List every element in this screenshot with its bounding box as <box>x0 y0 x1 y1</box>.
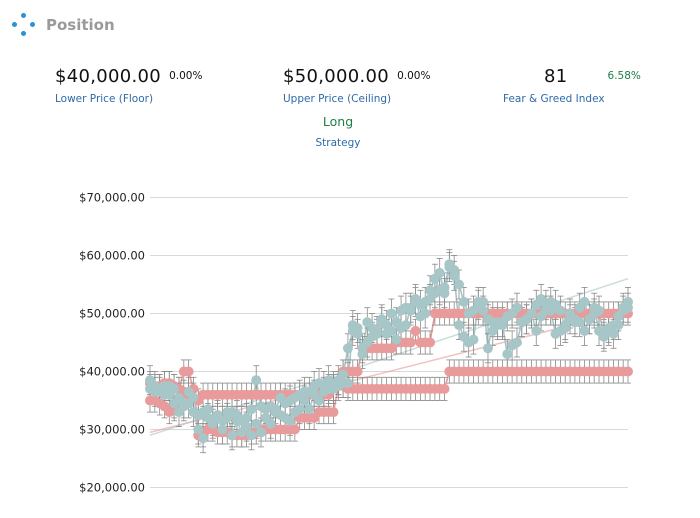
fear-greed-value: 81 <box>544 66 568 87</box>
data-point <box>478 296 489 307</box>
data-point <box>328 407 339 418</box>
data-point <box>497 320 508 331</box>
fear-greed-metric: 81 6.58% Fear & Greed Index <box>503 66 641 105</box>
data-point <box>415 299 426 310</box>
data-point <box>511 337 522 348</box>
data-point <box>400 320 411 331</box>
data-point <box>304 404 315 415</box>
data-point <box>482 343 493 354</box>
data-point <box>391 317 402 328</box>
strategy-block: Long Strategy <box>288 114 388 149</box>
y-tick-label: $40,000.00 <box>79 365 145 379</box>
data-point <box>420 308 431 319</box>
data-point <box>439 383 450 394</box>
data-point <box>574 317 585 328</box>
ceiling-price-label: Upper Price (Ceiling) <box>283 93 392 105</box>
data-point <box>386 308 397 319</box>
data-point <box>468 334 479 345</box>
data-point <box>381 320 392 331</box>
y-tick-label: $60,000.00 <box>79 249 145 263</box>
data-point <box>405 305 416 316</box>
data-point <box>405 337 416 348</box>
fear-greed-change: 6.58% <box>607 70 641 82</box>
data-point <box>246 404 257 415</box>
data-point <box>313 395 324 406</box>
data-point <box>555 305 566 316</box>
data-point <box>545 305 556 316</box>
y-tick-label: $20,000.00 <box>79 481 145 495</box>
data-point <box>193 424 204 435</box>
data-point <box>342 378 353 389</box>
floor-price-label: Lower Price (Floor) <box>55 93 154 105</box>
data-point <box>188 392 199 403</box>
data-point <box>511 302 522 313</box>
fear-greed-label: Fear & Greed Index <box>503 93 605 105</box>
data-point <box>352 323 363 333</box>
data-point <box>579 325 590 336</box>
four-dots-diamond-icon <box>12 13 36 37</box>
floor-price-change: 0.00% <box>169 70 203 82</box>
strategy-value: Long <box>322 114 354 129</box>
data-point <box>531 325 542 336</box>
data-point <box>183 366 194 377</box>
data-point <box>294 404 305 415</box>
data-point <box>449 270 460 281</box>
data-point <box>594 305 605 316</box>
data-point <box>526 308 537 319</box>
data-point <box>246 430 257 441</box>
data-point <box>454 320 465 331</box>
data-point <box>560 320 571 331</box>
ceiling-metric: $50,000.00 0.00% Upper Price (Ceiling) <box>283 66 430 105</box>
data-point <box>429 273 440 284</box>
floor-price-value: $40,000.00 <box>55 66 162 87</box>
data-point <box>265 418 276 429</box>
data-point <box>410 325 421 336</box>
data-point <box>458 296 469 307</box>
data-point <box>623 366 633 377</box>
ceiling-price-value: $50,000.00 <box>283 66 390 87</box>
data-point <box>391 334 402 345</box>
data-point <box>478 305 489 316</box>
data-point <box>357 343 368 354</box>
panel-title: Position <box>46 16 115 34</box>
data-point <box>454 279 465 290</box>
data-point <box>425 285 436 296</box>
strategy-label: Strategy <box>315 137 361 149</box>
data-point <box>371 325 382 336</box>
data-point <box>159 381 170 391</box>
data-point <box>202 404 213 415</box>
data-point <box>425 337 436 348</box>
data-point <box>579 296 590 307</box>
data-point <box>439 282 450 293</box>
data-point <box>270 404 281 415</box>
data-point <box>251 375 262 386</box>
data-point <box>251 418 262 429</box>
data-point <box>227 430 238 441</box>
y-tick-label: $30,000.00 <box>79 423 145 437</box>
data-point <box>352 366 363 377</box>
data-point <box>623 302 633 313</box>
data-point <box>241 412 252 423</box>
y-tick-label: $50,000.00 <box>79 307 145 321</box>
data-point <box>289 424 300 435</box>
data-point <box>217 424 228 435</box>
data-point <box>502 349 513 360</box>
data-point <box>608 328 619 339</box>
data-point <box>198 433 209 444</box>
data-point <box>285 415 296 426</box>
data-point <box>256 427 267 438</box>
data-point <box>613 320 624 331</box>
data-point <box>178 398 189 409</box>
ceiling-price-change: 0.00% <box>397 70 431 82</box>
data-point <box>169 383 180 394</box>
y-tick-label: $70,000.00 <box>79 191 145 205</box>
floor-metric: $40,000.00 0.00% Lower Price (Floor) <box>55 66 202 105</box>
panel-header: Position <box>12 10 115 40</box>
price-chart: $20,000.00 $30,000.00 $40,000.00 $50,000.00… <box>79 191 633 495</box>
data-point <box>342 343 353 354</box>
data-point <box>338 369 349 380</box>
data-point <box>362 317 373 328</box>
data-point <box>444 259 455 270</box>
